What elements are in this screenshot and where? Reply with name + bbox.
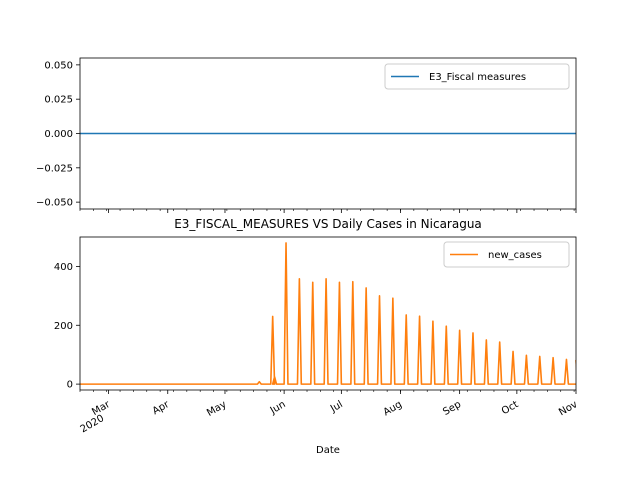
- y-tick-label: 200: [54, 321, 73, 332]
- x-tick-label: Nov: [557, 399, 579, 418]
- x-tick-label: May: [205, 399, 228, 419]
- y-tick-label: 0: [67, 380, 73, 391]
- y-tick-label: 0.000: [44, 129, 73, 140]
- legend-label: E3_Fiscal measures: [429, 72, 526, 83]
- chart-title: E3_FISCAL_MEASURES VS Daily Cases in Nic…: [174, 217, 482, 231]
- y-tick-label: −0.050: [36, 198, 73, 209]
- x-tick-label: Apr: [151, 399, 172, 418]
- legend-label: new_cases: [488, 250, 542, 261]
- bottom-subplot: E3_FISCAL_MEASURES VS Daily Cases in Nic…: [54, 217, 580, 456]
- legend-box: [384, 63, 570, 90]
- x-axis-label: Date: [316, 445, 340, 456]
- x-tick-label: Oct: [500, 399, 521, 417]
- series-line-new-cases: [80, 242, 576, 385]
- axes-frame: [79, 57, 577, 210]
- x-tick-sublabel: 2020: [79, 413, 107, 435]
- x-tick-label: Sep: [441, 399, 463, 418]
- x-tick-label: Aug: [382, 399, 404, 418]
- axes-frame: [79, 236, 577, 391]
- legend: E3_Fiscal measures: [384, 63, 570, 90]
- legend: new_cases: [443, 241, 570, 268]
- y-tick-label: 0.050: [44, 60, 73, 71]
- y-tick-label: 400: [54, 262, 73, 273]
- top-subplot: −0.050 −0.025 0.000 0.025 0.050 E3_Fiscal mea…: [36, 57, 577, 213]
- x-tick-label: Jun: [268, 399, 288, 417]
- y-tick-label: 0.025: [44, 95, 73, 106]
- x-tick-label: Jul: [328, 399, 345, 415]
- legend-box: [443, 241, 570, 268]
- y-tick-label: −0.025: [36, 163, 73, 174]
